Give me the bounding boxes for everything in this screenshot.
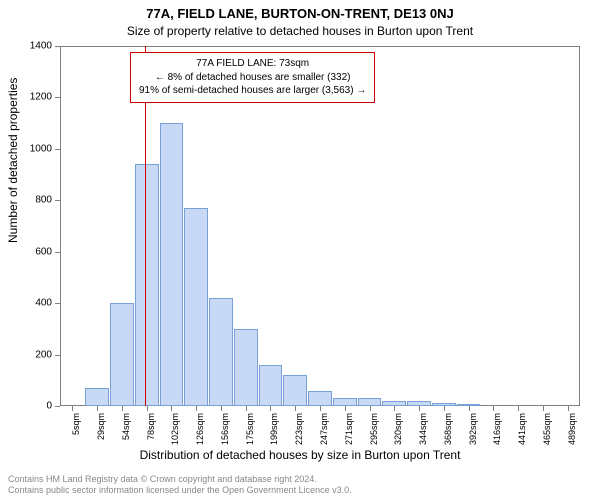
xtick-line <box>419 406 420 411</box>
ytick-label: 0 <box>46 401 52 412</box>
ytick-label: 200 <box>35 349 52 360</box>
xtick-label: 78sqm <box>146 413 156 440</box>
callout-box: 77A FIELD LANE: 73sqm ← 8% of detached h… <box>130 52 375 103</box>
main-title: 77A, FIELD LANE, BURTON-ON-TRENT, DE13 0… <box>0 6 600 21</box>
xtick-label: 344sqm <box>418 413 428 445</box>
xtick-label: 223sqm <box>294 413 304 445</box>
y-axis-label: Number of detached properties <box>6 78 20 243</box>
xtick-line <box>122 406 123 411</box>
ytick-label: 800 <box>35 195 52 206</box>
xtick-line <box>469 406 470 411</box>
xtick-label: 29sqm <box>96 413 106 440</box>
ytick-label: 1000 <box>30 143 52 154</box>
xtick-line <box>196 406 197 411</box>
xtick-label: 126sqm <box>195 413 205 445</box>
ytick-label: 1200 <box>30 92 52 103</box>
ytick-line <box>55 303 60 304</box>
ytick-line <box>55 355 60 356</box>
xtick-line <box>147 406 148 411</box>
xtick-line <box>221 406 222 411</box>
subtitle: Size of property relative to detached ho… <box>0 24 600 38</box>
histogram-bar <box>160 123 184 406</box>
xtick-label: 156sqm <box>220 413 230 445</box>
xtick-line <box>394 406 395 411</box>
histogram-bar <box>358 398 382 406</box>
xtick-label: 320sqm <box>393 413 403 445</box>
histogram-bar <box>85 388 109 406</box>
histogram-bar <box>209 298 233 406</box>
xtick-label: 368sqm <box>443 413 453 445</box>
xtick-line <box>97 406 98 411</box>
xtick-label: 441sqm <box>517 413 527 445</box>
xtick-label: 416sqm <box>492 413 502 445</box>
xtick-line <box>568 406 569 411</box>
ytick-label: 1400 <box>30 41 52 52</box>
xtick-label: 295sqm <box>369 413 379 445</box>
xtick-line <box>320 406 321 411</box>
callout-line-2: ← 8% of detached houses are smaller (332… <box>139 71 366 85</box>
ytick-label: 400 <box>35 298 52 309</box>
ytick-line <box>55 46 60 47</box>
ytick-line <box>55 149 60 150</box>
xtick-label: 54sqm <box>121 413 131 440</box>
xtick-label: 489sqm <box>567 413 577 445</box>
ytick-line <box>55 252 60 253</box>
ytick-label: 600 <box>35 246 52 257</box>
xtick-label: 465sqm <box>542 413 552 445</box>
footer-line-1: Contains HM Land Registry data © Crown c… <box>8 474 352 485</box>
xtick-label: 102sqm <box>170 413 180 445</box>
histogram-bar <box>283 375 307 406</box>
ytick-line <box>55 200 60 201</box>
xtick-line <box>543 406 544 411</box>
xtick-label: 392sqm <box>468 413 478 445</box>
histogram-bar <box>308 391 332 406</box>
xtick-label: 199sqm <box>269 413 279 445</box>
xtick-label: 5sqm <box>71 413 81 435</box>
footer-line-2: Contains public sector information licen… <box>8 485 352 496</box>
xtick-line <box>72 406 73 411</box>
xtick-line <box>270 406 271 411</box>
histogram-bar <box>135 164 159 406</box>
histogram-bar <box>234 329 258 406</box>
histogram-bar <box>259 365 283 406</box>
histogram-bar <box>184 208 208 406</box>
footer-attribution: Contains HM Land Registry data © Crown c… <box>8 474 352 496</box>
xtick-label: 271sqm <box>344 413 354 445</box>
xtick-label: 247sqm <box>319 413 329 445</box>
xtick-line <box>444 406 445 411</box>
xtick-label: 175sqm <box>245 413 255 445</box>
xtick-line <box>518 406 519 411</box>
callout-line-3: 91% of semi-detached houses are larger (… <box>139 84 366 98</box>
ytick-line <box>55 97 60 98</box>
histogram-bar <box>110 303 134 406</box>
callout-line-1: 77A FIELD LANE: 73sqm <box>139 57 366 71</box>
xtick-line <box>171 406 172 411</box>
xtick-line <box>345 406 346 411</box>
ytick-line <box>55 406 60 407</box>
xtick-line <box>246 406 247 411</box>
xtick-line <box>493 406 494 411</box>
x-axis-label: Distribution of detached houses by size … <box>0 448 600 462</box>
xtick-line <box>370 406 371 411</box>
histogram-bar <box>333 398 357 406</box>
xtick-line <box>295 406 296 411</box>
